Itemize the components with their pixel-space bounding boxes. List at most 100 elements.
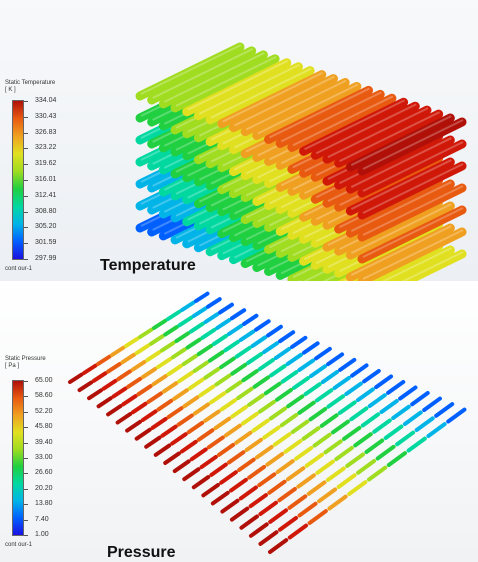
legend-tick-label: 39.40 (35, 438, 53, 446)
tube-segment (326, 352, 345, 367)
tube-highlight (163, 51, 265, 103)
tube-segment (248, 522, 269, 538)
tube-segment (356, 387, 375, 402)
tube-segment (326, 394, 346, 409)
tube-segment (230, 362, 248, 376)
legend-tick-label: 305.20 (35, 223, 57, 231)
tube-segment (254, 444, 274, 460)
tube-segment (189, 447, 208, 462)
tube-segment (194, 291, 210, 303)
tube-segment (272, 432, 292, 447)
tube-segment (391, 404, 411, 420)
tube-segment (278, 515, 299, 532)
tube-segment (170, 54, 280, 113)
tube-segment (278, 330, 296, 344)
tube-segment (238, 485, 258, 501)
tube-segment (240, 78, 350, 137)
tube-highlight (152, 48, 254, 99)
tube-segment (383, 424, 404, 440)
legend-footer: cont our-1 (5, 266, 33, 272)
tube-segment (226, 323, 244, 336)
tube-segment (234, 430, 253, 445)
tube-segment (319, 413, 339, 428)
tube-highlight (381, 247, 452, 281)
legend-tick-label: 58.60 (35, 392, 53, 400)
tube-segment (251, 418, 270, 433)
tube-highlight (362, 163, 464, 214)
tube-segment (280, 370, 299, 384)
tube-segment (357, 161, 467, 220)
tube-highlight (269, 87, 370, 139)
heat-exchanger-block (135, 42, 467, 281)
tube-segment (275, 459, 295, 474)
legend-title: Static Temperature (5, 80, 56, 86)
tube-highlight (280, 91, 382, 143)
tube-segment (345, 135, 455, 194)
tube-highlight (362, 141, 464, 192)
tube-segment (345, 223, 455, 281)
tube-segment (345, 452, 365, 468)
tube-segment (96, 396, 113, 409)
tube-highlight (210, 67, 312, 119)
tube-segment (115, 412, 133, 425)
tube-segment (257, 357, 275, 372)
tube-highlight (187, 59, 289, 111)
tube-segment (379, 398, 399, 414)
tube-segment (192, 360, 210, 373)
legend-tick-mark (24, 411, 28, 413)
tube-segment (398, 385, 418, 401)
legend-tick-mark (24, 148, 28, 150)
tube-segment (237, 457, 256, 472)
tube-segment (181, 353, 199, 367)
tube-segment (286, 394, 305, 409)
tube-segment (285, 352, 304, 366)
tube-highlight (362, 229, 464, 280)
tube-segment (146, 391, 163, 404)
tube-segment (247, 393, 265, 407)
tube-highlight (362, 185, 464, 236)
tube-segment (353, 432, 373, 448)
tube-segment (147, 46, 257, 105)
legend-tick-label: 26.60 (35, 469, 53, 477)
temperature-render (135, 42, 467, 281)
tube-segment (236, 386, 254, 401)
tube-segment (166, 309, 182, 321)
tube-highlight (339, 111, 441, 163)
tube-segment (148, 334, 165, 346)
legend-tick-label: 65.00 (35, 377, 53, 384)
tube-segment (252, 81, 362, 140)
tube-segment (322, 105, 432, 164)
tube-segment (209, 391, 227, 405)
tube-segment (327, 494, 348, 511)
tube-segment (199, 455, 218, 469)
legend-tick-mark (24, 164, 28, 166)
legend-footer: cont our-1 (5, 542, 33, 548)
tube-segment (422, 396, 442, 413)
tube-segment (91, 371, 108, 383)
tube-segment (205, 66, 315, 125)
tube-segment (216, 442, 236, 457)
tube-highlight (350, 203, 452, 254)
tube-segment (215, 317, 232, 330)
tube-segment (182, 58, 292, 117)
legend-title: Static Pressure (5, 356, 46, 362)
legend-tick-mark (24, 180, 28, 181)
tube-segment (338, 357, 357, 372)
tube-segment (345, 157, 455, 216)
tube-segment (177, 370, 194, 384)
tube-highlight (350, 159, 452, 210)
tube-segment (131, 401, 148, 415)
tube-segment (182, 467, 201, 482)
temperature-panel: Static Temperature [ K ] 334.04 330.43 326… (0, 0, 478, 281)
pressure-legend: Static Pressure [ Pa ] 65.00 58.60 52.20 45… (5, 356, 53, 548)
tube-segment (287, 494, 308, 510)
tube-segment (192, 402, 211, 416)
tube-segment (357, 139, 467, 198)
tube-segment (347, 480, 368, 496)
tube-segment (287, 93, 397, 152)
tube-segment (406, 436, 427, 453)
tube-segment (82, 363, 98, 375)
legend-tick-label: 297.99 (35, 255, 57, 262)
tube-segment (220, 498, 240, 514)
tube-segment (223, 339, 240, 353)
